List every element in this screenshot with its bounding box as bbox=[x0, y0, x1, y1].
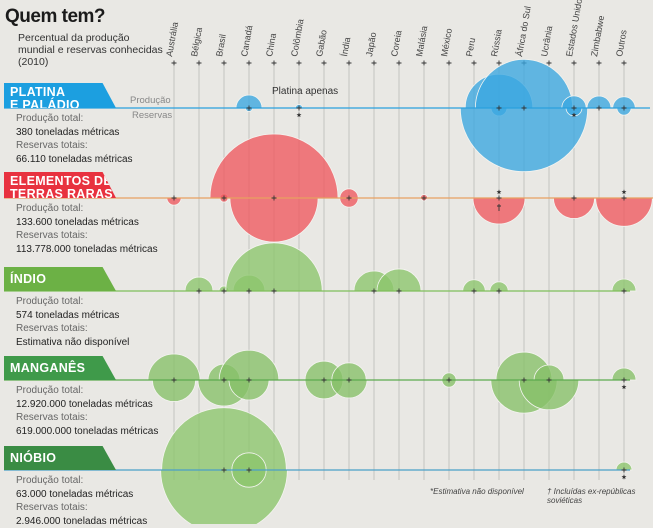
header-plus-mark bbox=[622, 61, 627, 66]
mineral-label-manganes: MANGANÊS bbox=[4, 356, 116, 380]
header-plus-mark bbox=[197, 61, 202, 66]
reserves-total-value: 66.110 toneladas métricas bbox=[16, 153, 133, 167]
header-plus-mark bbox=[322, 61, 327, 66]
country-label: Gabão bbox=[314, 29, 329, 57]
reserves-bubble bbox=[331, 380, 367, 398]
production-total-value: 380 toneladas métricas bbox=[16, 126, 133, 140]
reserves-total-value: 2.946.000 toneladas métricas bbox=[16, 515, 147, 528]
country-label: Zimbabwe bbox=[589, 15, 606, 58]
production-bubble bbox=[210, 134, 338, 198]
platinum-only-note: Platina apenas bbox=[272, 86, 338, 97]
country-label: Estados Unidos bbox=[564, 0, 585, 57]
mineral-totals: Produção total:133.600 toneladas métrica… bbox=[16, 202, 158, 256]
country-label: México bbox=[439, 28, 454, 58]
reserves-total-value: 113.778.000 toneladas métricas bbox=[16, 243, 158, 257]
country-label: África do Sul bbox=[514, 5, 533, 57]
header-plus-mark bbox=[297, 61, 302, 66]
production-total-value: 574 toneladas métricas bbox=[16, 309, 129, 323]
country-label: China bbox=[264, 32, 278, 57]
reserves-bubble bbox=[161, 470, 288, 524]
reserves-total-label: Reservas totais: bbox=[16, 139, 133, 153]
header-plus-mark bbox=[572, 61, 577, 66]
reserves-total-label: Reservas totais: bbox=[16, 229, 158, 243]
production-bubble bbox=[226, 243, 322, 291]
chart-title: Quem tem? bbox=[5, 6, 105, 28]
reserves-axis-label: Reservas bbox=[132, 110, 172, 121]
country-label: Colômbia bbox=[289, 18, 305, 57]
country-label: Rússia bbox=[489, 29, 504, 58]
header-plus-mark bbox=[422, 61, 427, 66]
mineral-totals: Produção total:63.000 toneladas métricas… bbox=[16, 474, 147, 528]
header-plus-mark bbox=[222, 61, 227, 66]
production-bubble bbox=[148, 354, 200, 380]
chart-subtitle: Percentual da produção mundial e reserva… bbox=[18, 32, 168, 68]
country-label: Malásia bbox=[414, 25, 429, 57]
header-plus-mark bbox=[272, 61, 277, 66]
reserves-total-value: Estimativa não disponível bbox=[16, 336, 129, 350]
reserves-bubble bbox=[596, 198, 653, 226]
country-label: Peru bbox=[464, 37, 477, 57]
country-label: Coreia bbox=[389, 29, 403, 57]
country-label: Canadá bbox=[239, 25, 254, 58]
header-plus-mark bbox=[347, 61, 352, 66]
header-plus-mark bbox=[372, 61, 377, 66]
header-plus-mark bbox=[247, 61, 252, 66]
production-total-value: 63.000 toneladas métricas bbox=[16, 488, 147, 502]
country-label: Outros bbox=[614, 29, 629, 58]
footnote-dagger: † Incluídas ex-repúblicas soviéticas bbox=[547, 487, 653, 505]
production-axis-label: Produção bbox=[130, 95, 171, 106]
country-label: Ucrânia bbox=[539, 25, 554, 57]
mineral-label-line: ÍNDIO bbox=[10, 273, 116, 286]
production-total-value: 133.600 toneladas métricas bbox=[16, 216, 158, 230]
country-label: Japão bbox=[364, 31, 378, 57]
header-plus-mark bbox=[447, 61, 452, 66]
mineral-totals: Produção total:12.920.000 toneladas métr… bbox=[16, 384, 158, 438]
production-total-label: Produção total: bbox=[16, 474, 147, 488]
mineral-label-indio: ÍNDIO bbox=[4, 267, 116, 291]
production-bubble bbox=[162, 408, 287, 470]
reserves-bubble bbox=[553, 198, 594, 219]
production-total-label: Produção total: bbox=[16, 202, 158, 216]
production-bubble bbox=[219, 350, 279, 380]
reserves-bubble bbox=[230, 198, 318, 242]
production-total-label: Produção total: bbox=[16, 384, 158, 398]
production-bubble bbox=[377, 269, 421, 291]
reserves-total-label: Reservas totais: bbox=[16, 322, 129, 336]
country-label: Bélgica bbox=[189, 27, 204, 58]
header-plus-mark bbox=[597, 61, 602, 66]
mineral-label-line: MANGANÊS bbox=[10, 362, 116, 375]
reserves-bubble bbox=[152, 380, 195, 402]
country-label: Índia bbox=[339, 36, 352, 57]
country-label: Brasil bbox=[214, 33, 228, 57]
production-bubble bbox=[332, 363, 366, 380]
reserves-total-label: Reservas totais: bbox=[16, 411, 158, 425]
header-plus-mark bbox=[397, 61, 402, 66]
production-bubble bbox=[475, 59, 572, 108]
reserves-total-label: Reservas totais: bbox=[16, 501, 147, 515]
header-plus-mark bbox=[172, 61, 177, 66]
production-total-label: Produção total: bbox=[16, 112, 133, 126]
mineral-label-line: NIÓBIO bbox=[10, 452, 116, 465]
reserves-total-value: 619.000.000 toneladas métricas bbox=[16, 425, 158, 439]
reserves-bubble bbox=[460, 108, 587, 172]
header-plus-mark bbox=[472, 61, 477, 66]
production-total-value: 12.920.000 toneladas métricas bbox=[16, 398, 158, 412]
mineral-label-niobio: NIÓBIO bbox=[4, 446, 116, 470]
production-total-label: Produção total: bbox=[16, 295, 129, 309]
footnote-star: *Estimativa não disponível bbox=[430, 487, 524, 496]
